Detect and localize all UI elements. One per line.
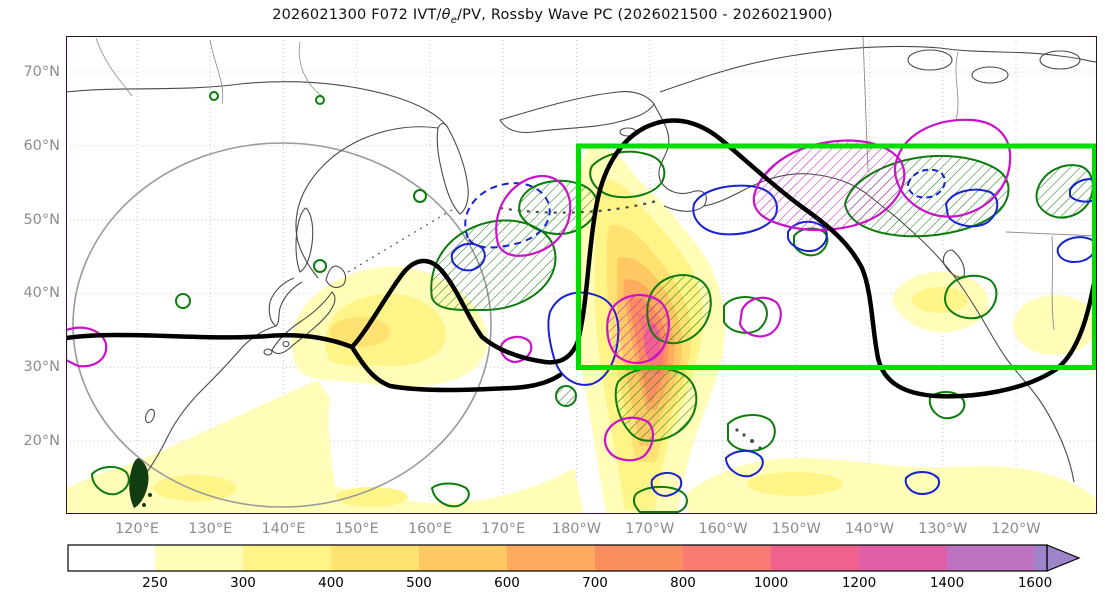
- coastlines: [66, 36, 1097, 508]
- colorbar-tick-label: 400: [318, 575, 344, 591]
- colorbar-extend-arrow: [1046, 544, 1081, 572]
- colorbar-segment: [947, 545, 1035, 571]
- lon-tick-label: 160°E: [407, 521, 453, 537]
- colorbar-tick-label: 800: [670, 575, 696, 591]
- colorbar-tick-label: 250: [142, 575, 168, 591]
- lon-tick-label: 120°W: [991, 521, 1041, 537]
- lon-tick-label: 130°E: [188, 521, 233, 537]
- lon-tick-label: 150°E: [334, 521, 379, 537]
- colorbar-tick-label: 1000: [753, 575, 789, 591]
- lon-tick-label: 170°E: [481, 521, 526, 537]
- colorbar-tick-label: 1200: [841, 575, 877, 591]
- lon-tick-label: 150°W: [771, 521, 821, 537]
- lon-tick-label: 140°E: [261, 521, 306, 537]
- colorbar-tick-label: 1600: [1017, 575, 1053, 591]
- lat-tick-label: 40°N: [23, 285, 60, 302]
- colorbar-segment: [507, 545, 595, 571]
- lon-tick-label: 180°W: [551, 521, 602, 537]
- colorbar-segment: [771, 545, 859, 571]
- lon-tick-label: 120°E: [114, 521, 160, 537]
- lat-tick-label: 20°N: [23, 433, 60, 449]
- map-plot-area: [66, 36, 1097, 514]
- lat-tick-label: 30°N: [23, 359, 60, 376]
- colorbar-tick-label: 1400: [929, 575, 965, 591]
- lon-tick-label: 160°W: [698, 521, 748, 537]
- great-circle-ring: [72, 142, 492, 508]
- lon-tick-label: 170°W: [625, 521, 675, 537]
- colorbar-segment: [331, 545, 419, 571]
- colorbar-segment: [68, 545, 155, 571]
- colorbar-segment: [243, 545, 331, 571]
- colorbar-tick-label: 300: [230, 575, 256, 591]
- colorbar-tick-label: 600: [494, 575, 520, 591]
- title-suffix: /PV, Rossby Wave PC (2026021500 - 202602…: [457, 7, 833, 23]
- colorbar-segment: [859, 545, 947, 571]
- colorbar-tick-label: 500: [406, 575, 432, 591]
- lat-tick-label: 70°N: [23, 64, 60, 80]
- colorbar-segment: [595, 545, 683, 571]
- colorbar-segment: [419, 545, 507, 571]
- colorbar-segment: [1035, 545, 1047, 571]
- rossby-pc-box: [576, 143, 1097, 370]
- chart-title: 2026021300 F072 IVT/θe/PV, Rossby Wave P…: [0, 7, 1105, 26]
- title-prefix: 2026021300 F072 IVT/: [272, 7, 442, 23]
- title-theta: θe: [441, 7, 458, 26]
- colorbar-tick-label: 700: [582, 575, 608, 591]
- lat-tick-label: 60°N: [23, 137, 60, 154]
- lat-tick-label: 50°N: [23, 211, 60, 228]
- tropopause-black-contour: [66, 118, 1097, 399]
- lon-tick-label: 140°W: [844, 521, 895, 537]
- colorbar-outline: [67, 544, 1048, 572]
- colorbar-segment: [683, 545, 771, 571]
- colorbar-segment: [155, 545, 243, 571]
- map-canvas: [66, 36, 1097, 514]
- pv-magenta-contours: [66, 118, 1012, 462]
- lon-tick-label: 130°W: [918, 521, 968, 537]
